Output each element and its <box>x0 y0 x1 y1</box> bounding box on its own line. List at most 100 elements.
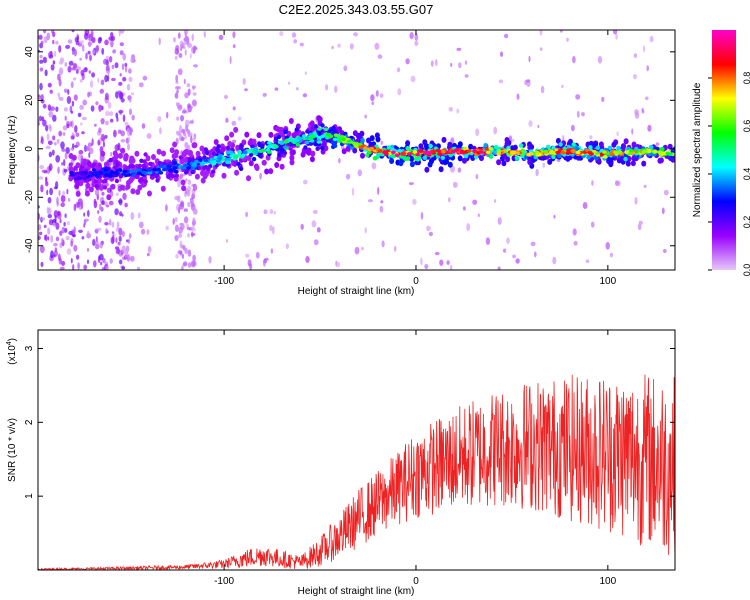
spectrogram-ridge-halo <box>256 132 262 139</box>
snr-y-multiplier-exp: 4 <box>6 341 13 345</box>
spectrogram-ridge-halo <box>100 150 106 157</box>
spectrogram-ridge-body <box>251 156 257 162</box>
spectrogram-ridge-halo <box>409 155 415 162</box>
spectrogram-ridge-halo <box>309 156 315 163</box>
spectrogram-noise-cell <box>81 131 85 135</box>
spectrogram-noise-cell <box>101 47 105 55</box>
spectrogram-noise-cell <box>96 227 102 231</box>
spectrogram-noise-cell <box>575 94 581 100</box>
spectrogram-noise-cell <box>50 106 55 111</box>
spectrogram-noise-cell <box>271 226 275 235</box>
spectrogram-noise-cell <box>55 106 59 112</box>
spectrogram-noise-cell <box>537 124 540 129</box>
spectrogram-noise-cell <box>38 224 42 231</box>
spectrogram-ridge-halo <box>247 139 253 146</box>
spectrogram-noise-cell <box>380 140 384 145</box>
spectrogram-noise-cell <box>83 264 88 270</box>
spectrogram-ridge-halo <box>310 126 316 133</box>
spectrogram-ridge-halo <box>147 190 152 197</box>
spectrogram-noise-cell <box>381 240 385 248</box>
spectrogram-noise-cell <box>559 30 563 33</box>
spectrogram-ridge-core <box>602 155 608 159</box>
spectrogram-noise-cell <box>274 87 279 91</box>
spectrogram-noise-cell <box>634 112 640 119</box>
spectrogram-ridge-core <box>478 150 484 154</box>
spectrogram-ridge-body <box>397 148 402 154</box>
spectrogram-noise-cell <box>182 261 188 267</box>
spectrogram-noise-cell <box>269 224 273 232</box>
spectrogram-noise-cell <box>552 256 557 265</box>
spectrogram-ridge-body <box>118 174 124 179</box>
spectrogram-noise-cell <box>119 259 123 265</box>
spectrogram-ridge-core <box>616 150 622 155</box>
spectrogram-noise-cell <box>89 147 94 155</box>
spectrogram-noise-cell <box>102 141 105 148</box>
spectrogram-noise-cell <box>63 168 68 173</box>
spectrogram-noise-cell <box>430 60 434 67</box>
spectrogram-noise-cell <box>456 47 462 52</box>
spectrogram-noise-cell <box>181 253 184 259</box>
spectrogram-noise-cell <box>57 210 60 216</box>
spectrogram-ridge-halo <box>254 165 260 171</box>
spectrogram-noise-cell <box>122 192 127 200</box>
spectrogram-ridge-body <box>273 136 279 141</box>
spectrogram-noise-cell <box>105 228 108 235</box>
spectrogram-noise-cell <box>302 93 308 98</box>
spectrogram-frame <box>37 29 676 271</box>
spectrogram-noise-cell <box>62 125 68 131</box>
spectrogram-y-label: Frequency (Hz) <box>7 116 18 185</box>
spectrogram-ridge-body <box>73 165 78 170</box>
colorbar-tick-label: 0.2 <box>742 216 750 229</box>
spectrogram-noise-cell <box>475 128 480 137</box>
spectrogram-noise-cell <box>245 253 250 258</box>
spectrogram-ridge-body <box>316 131 322 136</box>
spectrogram-noise-cell <box>229 56 232 64</box>
spectrogram-noise-cell <box>530 241 536 247</box>
spectrogram-noise-cell <box>61 162 64 166</box>
spectrogram-noise-cell <box>304 71 307 75</box>
spectrogram-ridge-core <box>435 148 441 153</box>
spectrogram-noise-cell <box>192 217 196 223</box>
snr-y-label: SNR (10 * v/v) <box>7 418 18 482</box>
spectrogram-ridge-core <box>273 144 279 149</box>
spectrogram-y-ticks: -40 -20 0 20 40 <box>24 46 675 253</box>
spectrogram-ridge-halo <box>233 126 239 133</box>
spectrogram-noise-cell <box>141 123 146 129</box>
spectrogram-ridge-halo <box>84 190 90 197</box>
spectrogram-ridge-halo <box>345 145 351 152</box>
spectrogram-noise-cell <box>109 218 112 226</box>
spectrogram-noise-cell <box>305 256 310 263</box>
spectrogram-ridge-body <box>279 147 284 152</box>
spectrogram-noise-cell <box>534 251 537 258</box>
spectrogram-ridge-body <box>88 163 93 168</box>
spectrogram-noise-cell <box>121 256 127 261</box>
spectrogram-noise-cell <box>73 94 78 101</box>
spectrogram-noise-cell <box>646 65 649 72</box>
spectrogram-noise-cell <box>542 162 546 168</box>
spectrogram-noise-cell <box>165 204 168 212</box>
spectrogram-ridge-halo <box>224 135 230 142</box>
spectrogram-ridge-halo <box>321 140 327 147</box>
spectrogram-noise-cell <box>528 55 531 63</box>
spectrogram-ridge-body <box>313 142 318 147</box>
spectrogram-ridge-body <box>595 145 600 150</box>
spectrogram-ridge-body <box>405 146 410 151</box>
spectrogram-noise-cell <box>249 263 253 270</box>
spectrogram-noise-cell <box>104 134 108 139</box>
spectrogram-ridge-core <box>346 139 352 143</box>
snr-y-multiplier: (x104) <box>6 338 18 365</box>
spectrogram-noise-cell <box>66 96 72 104</box>
spectrogram-noise-cell <box>61 237 64 243</box>
spectrogram-ridge-halo <box>180 179 186 186</box>
spectrogram-noise-cell <box>73 77 77 81</box>
spectrogram-noise-cell <box>76 35 79 43</box>
spectrogram-ridge-core <box>609 152 614 156</box>
spectrogram-ridge-halo <box>309 120 315 127</box>
spectrogram-noise-cell <box>98 127 102 133</box>
spectrogram-ridge-body <box>571 142 576 147</box>
spectrogram-ridge-halo <box>195 150 201 157</box>
spectrogram-noise-cell <box>95 101 99 106</box>
spectrogram-noise-cell <box>127 68 132 74</box>
spectrogram-noise-cell <box>405 58 410 65</box>
